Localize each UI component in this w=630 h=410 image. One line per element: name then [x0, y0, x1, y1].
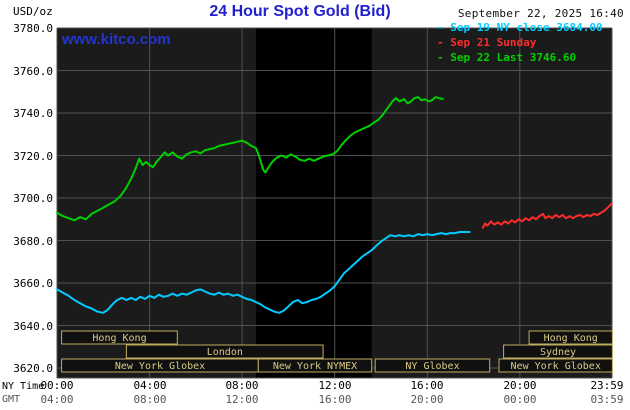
session-label: New York NYMEX [273, 361, 357, 372]
nymex-session-band [256, 28, 372, 378]
legend-item: - Sep 21 Sunday [437, 36, 537, 49]
legend: - Sep 19 NY close 3684.00 - Sep 21 Sunday… [437, 20, 603, 65]
session-label: Sydney [540, 347, 576, 358]
gmt-tick-label: 16:00 [318, 393, 352, 406]
y-tick-label: 3780.0 [13, 22, 53, 35]
y-tick-label: 3700.0 [13, 192, 53, 205]
gmt-axis-label: GMT [2, 394, 21, 405]
session-box [528, 330, 613, 345]
chart-title: 24 Hour Spot Gold (Bid) [209, 3, 391, 20]
session-label: Hong Kong [92, 333, 146, 344]
y-tick-label: 3620.0 [13, 362, 53, 375]
ny-time-tick-label: 04:00 [133, 379, 167, 392]
series-sep21 [481, 202, 613, 229]
series-sep22 [56, 96, 444, 222]
y-tick-label: 3660.0 [13, 277, 53, 290]
ny-time-axis-label: NY Time [2, 381, 45, 392]
session-box [498, 358, 613, 373]
session-label: London [207, 347, 243, 358]
gmt-tick-label: 00:00 [503, 393, 537, 406]
kitco-watermark: www.kitco.com [62, 31, 171, 48]
legend-item: - Sep 22 Last 3746.60 [437, 51, 577, 64]
session-box [257, 358, 373, 373]
ny-time-tick-label: 23:59 [590, 379, 624, 392]
gmt-tick-label: 12:00 [225, 393, 259, 406]
ny-time-tick-label: 20:00 [503, 379, 537, 392]
chart-datetime: September 22, 2025 16:40 [457, 7, 624, 20]
ny-time-tick-label: 08:00 [225, 379, 259, 392]
session-label: Hong Kong [544, 333, 598, 344]
session-box [374, 358, 491, 373]
legend-item: - Sep 19 NY close 3684.00 [437, 21, 603, 34]
y-tick-label: 3760.0 [13, 65, 53, 78]
session-box [125, 344, 324, 359]
y-tick-label: 3680.0 [13, 235, 53, 248]
gmt-tick-label: 08:00 [133, 393, 167, 406]
session-label: New York Globex [511, 361, 601, 372]
y-tick-label: 3640.0 [13, 320, 53, 333]
ny-time-tick-label: 12:00 [318, 379, 352, 392]
session-box [61, 330, 178, 345]
session-label: NY Globex [405, 361, 459, 372]
ny-time-tick-label: 00:00 [40, 379, 74, 392]
y-tick-label: 3720.0 [13, 150, 53, 163]
session-label: New York Globex [115, 361, 205, 372]
gmt-tick-label: 04:00 [40, 393, 74, 406]
gmt-tick-label: 03:59 [590, 393, 624, 406]
y-tick-label: 3740.0 [13, 107, 53, 120]
series-sep19 [56, 231, 471, 314]
session-box [503, 344, 613, 359]
units-label: USD/oz [13, 5, 53, 18]
gmt-tick-label: 20:00 [410, 393, 444, 406]
ny-time-tick-label: 16:00 [410, 379, 444, 392]
